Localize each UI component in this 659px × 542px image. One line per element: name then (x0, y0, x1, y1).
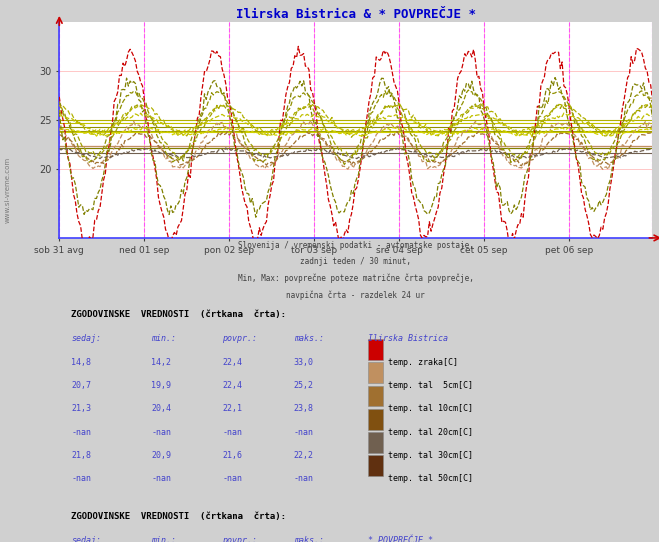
Text: povpr.:: povpr.: (223, 334, 258, 343)
Text: 33,0: 33,0 (294, 358, 314, 367)
Text: temp. tal 50cm[C]: temp. tal 50cm[C] (389, 474, 473, 483)
Text: * POVPREČJE *: * POVPREČJE * (368, 537, 433, 542)
Text: sedaj:: sedaj: (71, 334, 101, 343)
Text: povpr.:: povpr.: (223, 537, 258, 542)
Title: Ilirska Bistrica & * POVPREČJE *: Ilirska Bistrica & * POVPREČJE * (236, 8, 476, 21)
Text: maks.:: maks.: (294, 334, 324, 343)
Bar (368, 385, 382, 406)
Bar (368, 362, 382, 383)
Text: temp. tal 20cm[C]: temp. tal 20cm[C] (389, 428, 473, 437)
Text: navpična črta - razdelek 24 ur: navpična črta - razdelek 24 ur (287, 290, 425, 300)
Text: ZGODOVINSKE  VREDNOSTI  (črtkana  črta):: ZGODOVINSKE VREDNOSTI (črtkana črta): (71, 512, 286, 521)
Text: zadnji teden / 30 minut,: zadnji teden / 30 minut, (301, 257, 411, 266)
Text: temp. zraka[C]: temp. zraka[C] (389, 358, 459, 367)
Text: Slovenija / vremenski podatki - avtomatske postaje,: Slovenija / vremenski podatki - avtomats… (238, 241, 474, 250)
Text: -nan: -nan (71, 428, 91, 437)
Bar (368, 409, 382, 430)
Text: temp. tal 30cm[C]: temp. tal 30cm[C] (389, 451, 473, 460)
Text: Ilirska Bistrica: Ilirska Bistrica (368, 334, 447, 343)
Bar (368, 339, 382, 360)
Text: temp. tal  5cm[C]: temp. tal 5cm[C] (389, 381, 473, 390)
Text: -nan: -nan (71, 474, 91, 483)
Text: temp. tal 10cm[C]: temp. tal 10cm[C] (389, 404, 473, 414)
Text: maks.:: maks.: (294, 537, 324, 542)
Text: Min, Max: povprečne poteze matrične črta povprečje,: Min, Max: povprečne poteze matrične črta… (238, 274, 474, 283)
Text: 14,8: 14,8 (71, 358, 91, 367)
Bar (368, 432, 382, 453)
Text: 22,2: 22,2 (294, 451, 314, 460)
Text: min.:: min.: (152, 334, 176, 343)
Text: -nan: -nan (294, 474, 314, 483)
Text: 20,4: 20,4 (152, 404, 171, 414)
Bar (368, 455, 382, 476)
Text: -nan: -nan (223, 428, 243, 437)
Text: -nan: -nan (152, 428, 171, 437)
Text: 21,8: 21,8 (71, 451, 91, 460)
Text: 20,9: 20,9 (152, 451, 171, 460)
Text: www.si-vreme.com: www.si-vreme.com (5, 157, 11, 223)
Text: 22,1: 22,1 (223, 404, 243, 414)
Text: -nan: -nan (223, 474, 243, 483)
Text: 20,7: 20,7 (71, 381, 91, 390)
Text: sedaj:: sedaj: (71, 537, 101, 542)
Text: -nan: -nan (152, 474, 171, 483)
Text: 21,6: 21,6 (223, 451, 243, 460)
Text: 22,4: 22,4 (223, 358, 243, 367)
Text: min.:: min.: (152, 537, 176, 542)
Text: 19,9: 19,9 (152, 381, 171, 390)
Text: 14,2: 14,2 (152, 358, 171, 367)
Text: 22,4: 22,4 (223, 381, 243, 390)
Text: 23,8: 23,8 (294, 404, 314, 414)
Text: ZGODOVINSKE  VREDNOSTI  (črtkana  črta):: ZGODOVINSKE VREDNOSTI (črtkana črta): (71, 309, 286, 319)
Text: 21,3: 21,3 (71, 404, 91, 414)
Text: -nan: -nan (294, 428, 314, 437)
Text: 25,2: 25,2 (294, 381, 314, 390)
